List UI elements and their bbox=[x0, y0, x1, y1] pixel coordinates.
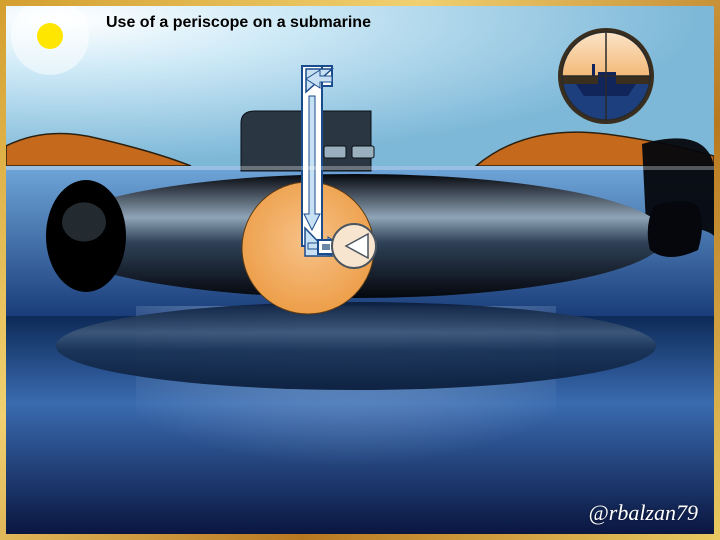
sail-window-0 bbox=[324, 146, 346, 158]
diagram-title: Use of a periscope on a submarine bbox=[106, 14, 371, 32]
sun-icon bbox=[37, 23, 63, 49]
eyepiece-inner bbox=[322, 244, 330, 250]
author-credit: @rbalzan79 bbox=[589, 500, 698, 526]
diagram-scene bbox=[6, 6, 714, 534]
propeller-wash bbox=[648, 201, 702, 257]
diagram-frame: Use of a periscope on a submarine @rbalz… bbox=[0, 0, 720, 540]
sail-window-1 bbox=[352, 146, 374, 158]
target-ship-deck bbox=[598, 72, 616, 84]
target-ship-mast bbox=[592, 64, 595, 76]
waterline bbox=[6, 166, 714, 170]
submarine-reflection-shine bbox=[56, 302, 656, 390]
nose-highlight bbox=[62, 202, 106, 241]
